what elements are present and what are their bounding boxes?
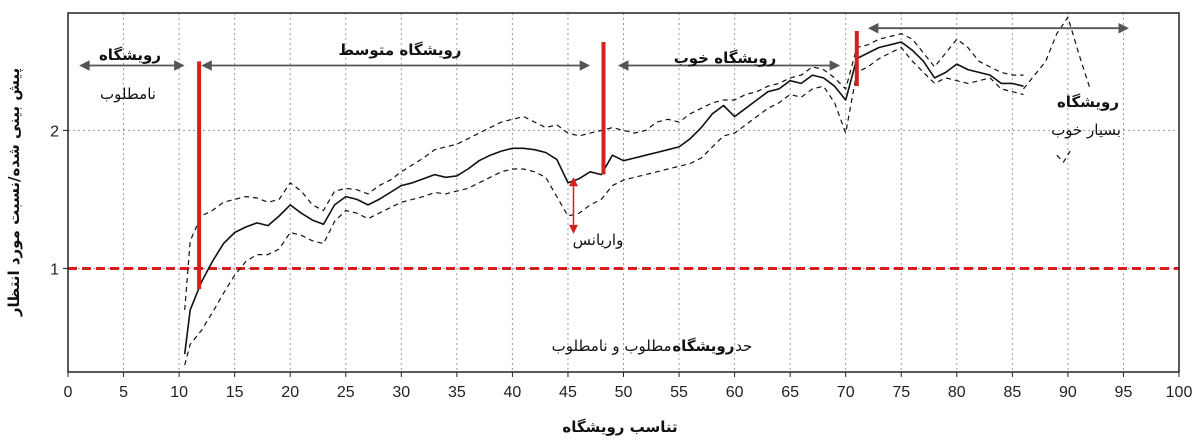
arrowhead (829, 60, 841, 71)
y-tick-label: 2 (50, 123, 59, 140)
x-tick-label: 5 (119, 384, 128, 401)
label-poor-title: رویشگاه (99, 46, 161, 64)
x-tick-label: 20 (281, 384, 299, 401)
x-tick-label: 50 (615, 384, 633, 401)
x-tick-label: 30 (392, 384, 410, 401)
label-threshold-c: مطلوب و نامطلوب (552, 337, 672, 355)
arrowhead (579, 60, 591, 71)
arrowhead (79, 60, 90, 71)
series-group (183, 16, 1091, 366)
arrowhead (174, 60, 185, 71)
x-tick-label: 65 (781, 384, 799, 401)
label-poor-sub: نامطلوب (100, 85, 156, 103)
label-good: رویشگاه خوب (674, 49, 777, 67)
x-tick-label: 70 (837, 384, 855, 401)
label-threshold-b: رویشگاه (672, 337, 734, 355)
arrowhead (569, 224, 579, 234)
series-line-bound (1056, 150, 1071, 163)
x-tick-label: 25 (337, 384, 355, 401)
arrowhead (569, 177, 579, 187)
x-tick-label: 90 (1059, 384, 1077, 401)
plot-frame (67, 12, 1180, 373)
series-line-bound (1023, 16, 1091, 90)
range-arrows (79, 22, 1130, 234)
x-tick-label: 35 (448, 384, 466, 401)
y-axis-title: پیش بینی شده/نسبت مورد انتظار (5, 68, 24, 317)
x-tick-label: 95 (1115, 384, 1133, 401)
x-axis-title: تناسب رویشگاه (562, 418, 677, 436)
arrowhead (1118, 22, 1130, 34)
region-dividers (197, 30, 859, 290)
label-threshold: حد رویشگاه مطلوب و نامطلوب (552, 337, 753, 355)
x-tick-label: 75 (892, 384, 910, 401)
x-tick-label: 85 (1003, 384, 1021, 401)
arrowhead (617, 60, 629, 71)
series-line-mean (183, 41, 1024, 355)
label-very-good-title: رویشگاه (1057, 93, 1119, 111)
x-tick-label: 45 (559, 384, 577, 401)
y-tick-label: 1 (50, 261, 59, 278)
x-tick-label: 40 (504, 384, 522, 401)
x-tick-label: 80 (948, 384, 966, 401)
x-tick-label: 55 (670, 384, 688, 401)
label-medium: رویشگاه متوسط (339, 41, 462, 59)
label-very-good-sub: بسیار خوب (1051, 121, 1121, 139)
x-tick-label: 10 (170, 384, 188, 401)
label-threshold-a: حد (735, 337, 752, 355)
arrowhead (867, 22, 879, 34)
x-tick-labels: 0 5 10 15 20 25 30 35 40 45 50 55 60 65 70 75 80 85 90 95 10… (64, 372, 1193, 401)
series-line-bound (184, 33, 1024, 310)
x-tick-label: 100 (1166, 384, 1193, 401)
series-line-bound (184, 46, 1024, 366)
x-tick-label: 0 (64, 384, 73, 401)
x-tick-label: 60 (726, 384, 744, 401)
x-tick-label: 15 (226, 384, 244, 401)
arrowhead (201, 60, 212, 71)
y-tick-labels: 12 (50, 123, 68, 278)
label-variance: واریانس (573, 231, 624, 249)
